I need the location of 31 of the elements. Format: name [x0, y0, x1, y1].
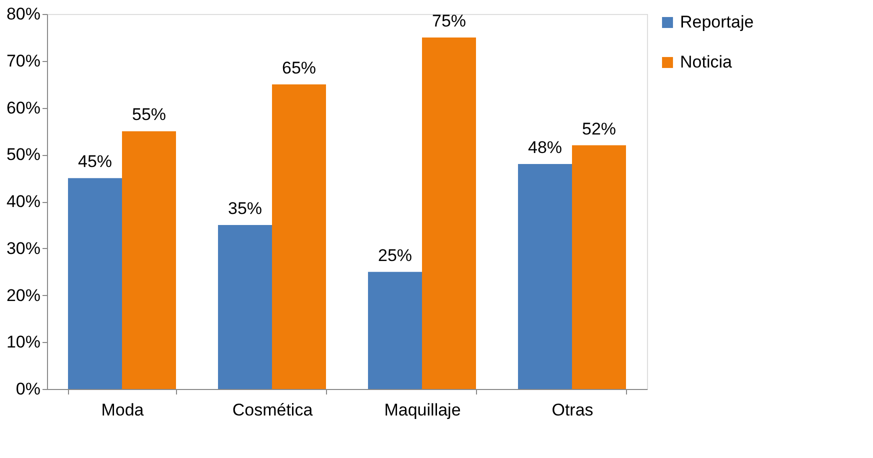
- bar: [518, 164, 572, 389]
- legend-label: Noticia: [680, 52, 733, 72]
- data-label: 65%: [282, 58, 316, 78]
- y-tick-label: 20%: [6, 286, 40, 305]
- data-label: 48%: [528, 138, 562, 157]
- bar: [122, 131, 176, 389]
- bar: [272, 84, 326, 389]
- x-tick-label: Moda: [101, 400, 144, 420]
- y-tick-label: 60%: [6, 98, 40, 118]
- data-label: 25%: [378, 246, 412, 265]
- y-tick-label: 70%: [6, 51, 40, 70]
- bar: [572, 145, 626, 389]
- y-tick-label: 50%: [6, 145, 40, 164]
- y-tick-label: 30%: [6, 238, 40, 258]
- x-tick-label: Cosmética: [232, 400, 314, 420]
- data-label: 35%: [228, 198, 262, 218]
- y-tick-label: 80%: [6, 4, 40, 24]
- x-tick-label: Maquillaje: [384, 400, 461, 420]
- bar: [422, 37, 476, 389]
- data-label: 52%: [582, 119, 616, 138]
- x-tick-label: Otras: [552, 400, 594, 420]
- bar: [218, 224, 272, 389]
- legend-label: Reportaje: [680, 12, 754, 32]
- data-label: 55%: [132, 105, 166, 124]
- y-tick-label: 10%: [6, 332, 40, 352]
- y-tick-label: 0%: [16, 380, 40, 398]
- y-tick-label: 40%: [6, 192, 40, 211]
- bar: [68, 178, 122, 389]
- bar: [368, 272, 422, 389]
- data-label: 45%: [78, 152, 112, 172]
- data-label: 75%: [432, 11, 466, 30]
